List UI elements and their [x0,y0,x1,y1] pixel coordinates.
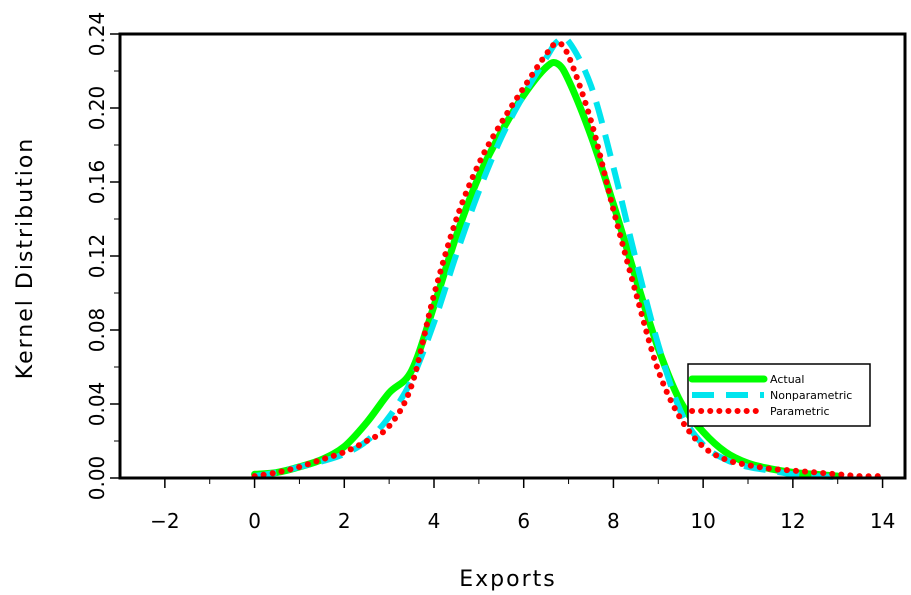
x-tick-label: 2 [338,509,351,533]
x-tick-label: 14 [870,509,895,533]
y-tick-label: 0.08 [85,308,109,353]
x-axis-label: Exports [459,567,556,592]
x-axis: −2 0 2 4 6 8 10 12 14 [150,478,895,533]
y-tick-label: 0.12 [85,234,109,279]
y-axis-label: Kernel Distribution [13,137,38,379]
legend-label-parametric: Parametric [770,405,830,418]
series-line-parametric [251,40,886,480]
series-lines [251,34,886,481]
y-tick-label: 0.04 [85,382,109,427]
x-tick-label: 6 [517,509,530,533]
legend-label-nonparametric: Nonparametric [770,389,852,402]
x-tick-label: −2 [150,509,179,533]
y-tick-label: 0.24 [85,12,109,57]
y-axis: 0.00 0.04 0.08 0.12 0.16 0.20 0.24 [85,12,120,501]
x-tick-label: 10 [690,509,715,533]
y-tick-label: 0.16 [85,160,109,205]
legend: Actual Nonparametric Parametric [687,363,871,427]
x-tick-label: 0 [248,509,261,533]
x-tick-label: 8 [607,509,620,533]
y-tick-label: 0.00 [85,456,109,501]
legend-label-actual: Actual [770,373,804,386]
series-line-actual [251,58,842,480]
y-tick-label: 0.20 [85,86,109,131]
legend-box [687,363,871,427]
x-tick-label: 12 [780,509,805,533]
x-tick-label: 4 [428,509,441,533]
